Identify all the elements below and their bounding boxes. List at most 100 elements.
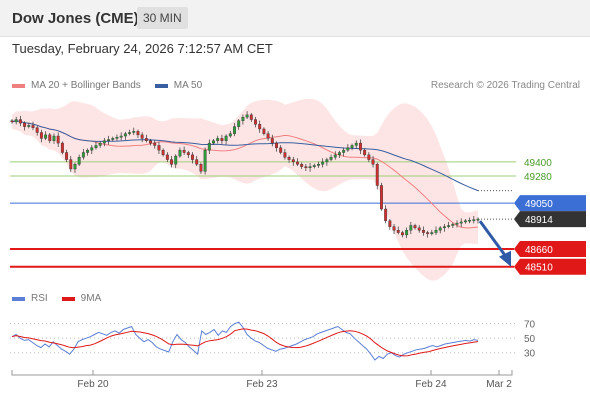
candle-body bbox=[266, 133, 270, 139]
level-label-49280: 49280 bbox=[524, 172, 552, 183]
legend-rsi-ma: 9MA bbox=[61, 293, 101, 304]
ma50-line bbox=[11, 120, 479, 192]
candle-body bbox=[325, 159, 329, 163]
candle-body bbox=[459, 221, 463, 224]
candle-body bbox=[94, 145, 98, 148]
candle-body bbox=[23, 122, 27, 127]
candle-body bbox=[291, 159, 295, 163]
candle-body bbox=[161, 149, 165, 156]
level-label-49050: 49050 bbox=[525, 199, 553, 210]
candle-body bbox=[111, 138, 115, 140]
candle-body bbox=[434, 230, 438, 233]
candle-body bbox=[216, 138, 220, 141]
candle-body bbox=[333, 154, 337, 158]
candle-body bbox=[170, 159, 173, 165]
candle-body bbox=[400, 232, 404, 236]
candle-body bbox=[321, 161, 325, 165]
candle-body bbox=[304, 166, 308, 169]
candle-body bbox=[191, 154, 194, 160]
header-bar: Dow Jones (CME) 30 MIN bbox=[0, 0, 590, 37]
candle-body bbox=[375, 164, 379, 186]
candle-body bbox=[165, 154, 169, 160]
candle-body bbox=[228, 133, 232, 137]
candle-body bbox=[102, 140, 106, 144]
rsi-ma-swatch bbox=[61, 296, 75, 301]
level-label-48660: 48660 bbox=[525, 245, 553, 256]
candle-body bbox=[430, 232, 434, 234]
candle-body bbox=[119, 135, 123, 138]
candle-body bbox=[312, 165, 316, 167]
rsi-axis-label-30: 30 bbox=[524, 349, 536, 360]
candle-body bbox=[468, 219, 472, 222]
candle-body bbox=[107, 139, 111, 141]
candle-body bbox=[144, 138, 148, 141]
candle-body bbox=[182, 149, 186, 153]
candle-body bbox=[421, 230, 425, 233]
candle-body bbox=[442, 226, 446, 229]
level-tag-48510 bbox=[514, 258, 586, 275]
candle-body bbox=[379, 185, 383, 210]
ma20-swatch bbox=[12, 83, 25, 88]
candle-body bbox=[329, 157, 333, 160]
candle-body bbox=[296, 161, 299, 165]
legend-ma50-label: MA 50 bbox=[173, 80, 203, 91]
rsi-axis-label-50: 50 bbox=[524, 334, 536, 345]
candle-body bbox=[39, 132, 43, 139]
candle-body bbox=[90, 147, 94, 151]
candle-body bbox=[233, 126, 236, 134]
candle-body bbox=[31, 125, 35, 128]
forecast-arrow-shaft bbox=[478, 220, 508, 258]
candle-body bbox=[359, 142, 362, 151]
candle-body bbox=[18, 119, 22, 124]
candle-body bbox=[279, 147, 283, 153]
legend-rsi-label: RSI bbox=[31, 293, 48, 304]
level-tag-49050 bbox=[514, 195, 586, 212]
legend-ma20-label: MA 20 + Bollinger Bands bbox=[31, 80, 141, 91]
rsi-axis-label-70: 70 bbox=[524, 320, 536, 331]
candle-body bbox=[69, 159, 73, 170]
candle-body bbox=[203, 149, 207, 172]
candle-body bbox=[396, 230, 400, 233]
rsi-swatch bbox=[12, 296, 25, 301]
candle-body bbox=[132, 131, 136, 133]
x-tick-label: Feb 24 bbox=[415, 379, 447, 390]
candle-body bbox=[270, 138, 274, 144]
candle-body bbox=[73, 164, 77, 170]
level-tag-48660 bbox=[514, 241, 586, 258]
timeframe-button[interactable]: 30 MIN bbox=[137, 7, 188, 29]
candle-body bbox=[128, 132, 131, 134]
candle-body bbox=[77, 157, 81, 165]
candle-body bbox=[447, 225, 451, 227]
legend-ma50: MA 50 bbox=[154, 80, 203, 91]
x-tick-label: Mar 2 bbox=[486, 379, 512, 390]
candle-body bbox=[409, 225, 413, 231]
candle-body bbox=[367, 154, 371, 160]
candle-body bbox=[136, 131, 140, 136]
candle-body bbox=[317, 164, 320, 166]
candle-body bbox=[338, 152, 341, 156]
candle-body bbox=[363, 149, 367, 156]
forecast-arrow-head bbox=[499, 250, 511, 267]
candle-body bbox=[14, 119, 18, 123]
candle-body bbox=[199, 164, 203, 172]
candle-body bbox=[405, 230, 409, 236]
candle-body bbox=[342, 149, 346, 153]
candle-body bbox=[10, 120, 14, 123]
candle-body bbox=[149, 140, 152, 144]
rsi-legend: RSI 9MA bbox=[12, 293, 115, 304]
candle-body bbox=[178, 149, 182, 157]
candle-body bbox=[308, 166, 312, 169]
candle-body bbox=[426, 232, 430, 234]
candle-body bbox=[98, 142, 102, 146]
candle-body bbox=[237, 120, 241, 127]
candle-body bbox=[65, 152, 69, 160]
x-tick-label: Feb 23 bbox=[246, 379, 278, 390]
candle-body bbox=[123, 133, 127, 137]
price-legend: MA 20 + Bollinger Bands MA 50 bbox=[12, 80, 216, 91]
candle-body bbox=[56, 135, 60, 144]
last-price-tag bbox=[514, 211, 586, 228]
candle-body bbox=[258, 124, 262, 130]
candle-body bbox=[413, 225, 417, 229]
ma50-swatch bbox=[154, 83, 168, 88]
candle-body bbox=[157, 145, 161, 151]
